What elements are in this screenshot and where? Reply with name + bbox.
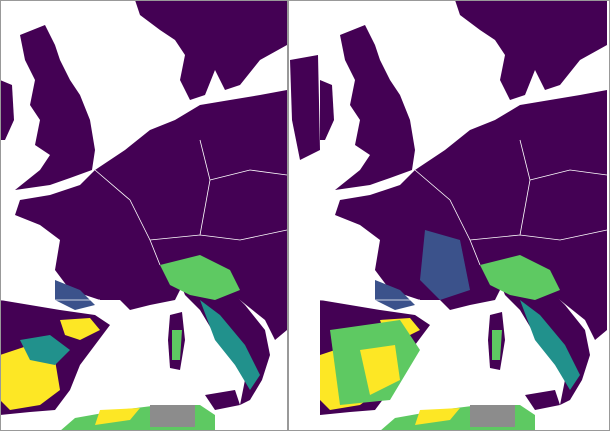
left-map-panel xyxy=(0,0,291,431)
right-map-panel xyxy=(288,0,610,431)
